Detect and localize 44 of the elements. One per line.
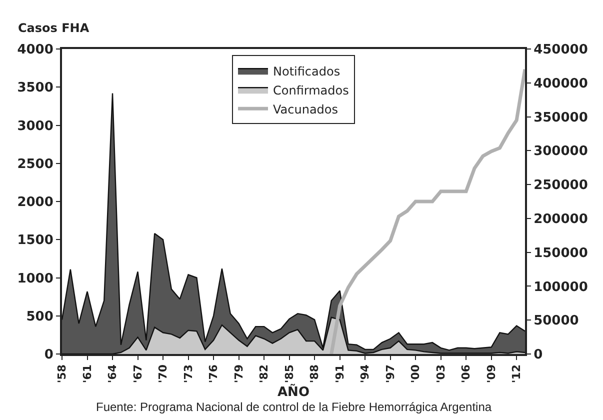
x-tick-label: '58 <box>56 364 69 384</box>
legend-label: Notificados <box>273 64 340 78</box>
x-tick-label: '00 <box>409 364 422 384</box>
y2-tick-label: 0 <box>534 348 543 363</box>
y2-tick-label: 250000 <box>534 178 588 194</box>
x-tick-label: '94 <box>358 364 372 384</box>
x-tick-label: '85 <box>282 364 296 384</box>
x-tick-label: '12 <box>510 364 524 384</box>
x-tick-label: '97 <box>384 364 397 384</box>
x-tick-label: '73 <box>182 364 195 384</box>
y-tick-label: 3500 <box>17 80 54 96</box>
y-tick-label: 3000 <box>17 118 54 134</box>
x-tick-label: '91 <box>333 364 346 384</box>
x-tick-label: '09 <box>484 364 498 384</box>
x-tick-label: '70 <box>156 364 170 384</box>
y-tick-label: 1500 <box>17 233 54 248</box>
y-tick-label: 500 <box>26 309 54 324</box>
x-tick-label: '61 <box>80 364 94 384</box>
y2-tick-label: 50000 <box>534 314 579 329</box>
y2-tick-label: 300000 <box>534 144 588 160</box>
y2-tick-label: 400000 <box>534 76 588 92</box>
y-tick-label: 2500 <box>17 156 54 172</box>
y2-tick-label: 450000 <box>534 42 588 58</box>
x-tick-label: '88 <box>308 364 322 384</box>
x-tick-label: '06 <box>460 364 473 384</box>
y-axis-title: Casos FHA <box>18 21 90 35</box>
x-tick-label: '76 <box>207 364 220 384</box>
y-tick-label: 4000 <box>17 42 54 58</box>
y2-tick-label: 150000 <box>534 246 588 261</box>
y-tick-label: 0 <box>44 348 54 363</box>
x-tick-label: '03 <box>434 364 448 384</box>
x-tick-label: '82 <box>258 364 271 384</box>
y-tick-label: 1000 <box>17 271 54 286</box>
y2-tick-label: 200000 <box>534 212 588 227</box>
legend-label: Confirmados <box>273 83 349 98</box>
legend-label: Vacunados <box>273 102 338 116</box>
source-note: Fuente: Programa Nacional de control de la Fiebre Hemorrágica Argentina <box>96 400 492 414</box>
x-tick-label: '67 <box>131 364 144 384</box>
y2-tick-label: 350000 <box>534 110 588 126</box>
y2-tick-label: 100000 <box>534 280 588 295</box>
x-tick-label: '64 <box>106 364 120 384</box>
x-axis-title: AÑO <box>278 383 310 400</box>
x-tick-label: '79 <box>232 364 246 384</box>
y-tick-label: 2000 <box>17 195 54 210</box>
